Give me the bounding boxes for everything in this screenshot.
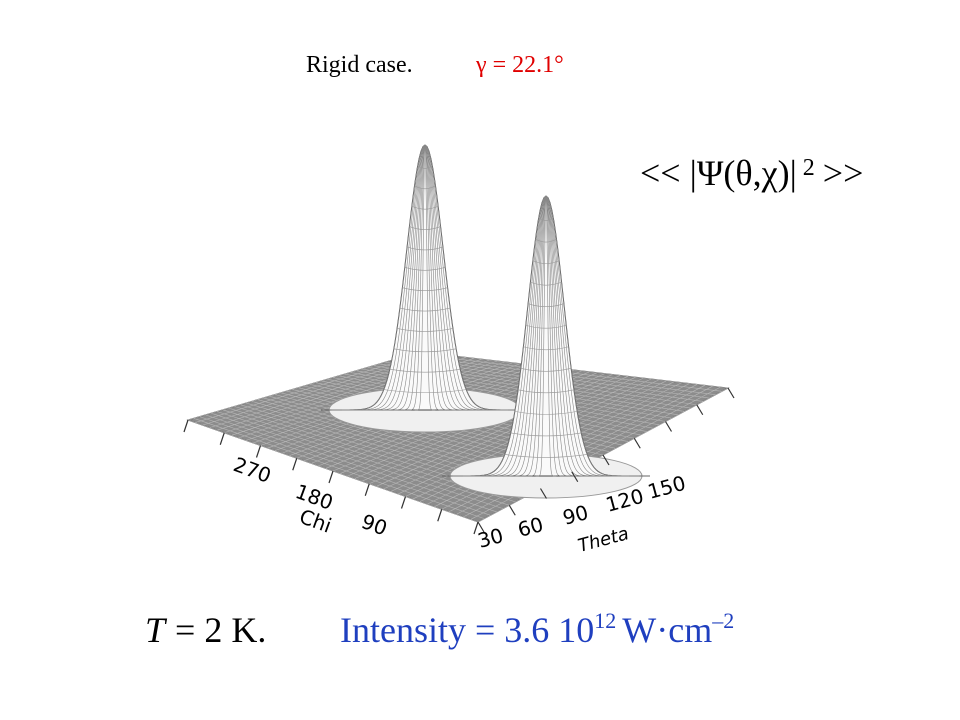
peak-mesh bbox=[510, 432, 582, 437]
tick-mark bbox=[400, 496, 407, 509]
tick-mark bbox=[727, 387, 735, 399]
quantity-suffix: >> bbox=[823, 153, 864, 193]
intensity-exponent: 12 bbox=[594, 608, 616, 633]
peak-mesh bbox=[514, 411, 578, 415]
peak-mesh bbox=[406, 246, 444, 251]
theta-tick-label: 60 bbox=[515, 512, 546, 542]
peak-mesh bbox=[518, 389, 574, 394]
peak-mesh bbox=[321, 144, 529, 411]
peak-mesh bbox=[414, 185, 436, 190]
tick-mark bbox=[664, 421, 673, 432]
tick-mark bbox=[508, 504, 516, 516]
mesh-line bbox=[470, 386, 721, 520]
intensity: Intensity = 3.6 1012 W·cm–2 bbox=[340, 608, 734, 650]
theta-axis-label: Theta bbox=[576, 523, 631, 557]
peak-mesh bbox=[397, 328, 453, 332]
theta-tick-label: 90 bbox=[560, 500, 591, 530]
peak-mesh bbox=[530, 281, 562, 286]
peak-mesh bbox=[532, 260, 560, 264]
tick-mark bbox=[219, 432, 225, 445]
chi-tick-label: 270 bbox=[230, 452, 274, 488]
tick-mark bbox=[473, 521, 479, 535]
peak-mesh bbox=[393, 348, 457, 353]
tick-mark bbox=[602, 454, 610, 466]
tick-mark bbox=[633, 437, 641, 449]
temperature-value: = 2 K. bbox=[175, 610, 266, 650]
peak-mesh bbox=[523, 346, 569, 351]
quantity-prefix: << |Ψ(θ,χ)| bbox=[640, 153, 797, 193]
peak-mesh bbox=[504, 454, 588, 458]
tick-mark bbox=[255, 445, 262, 458]
peak-mesh bbox=[535, 238, 557, 243]
peak-mesh bbox=[411, 205, 439, 210]
theta-tick-label: 30 bbox=[475, 523, 506, 553]
quantity-exponent: 2 bbox=[803, 155, 815, 181]
peak-mesh bbox=[402, 287, 448, 291]
tick-mark bbox=[571, 471, 579, 483]
mesh-line bbox=[383, 376, 629, 490]
parameter: γ = 22.1° bbox=[475, 52, 564, 78]
theta-tick-label: 150 bbox=[645, 471, 688, 504]
temperature: T = 2 K. bbox=[145, 610, 266, 650]
tick-mark bbox=[539, 488, 548, 499]
tick-mark bbox=[328, 470, 334, 484]
mesh-line bbox=[419, 351, 729, 389]
tick-mark bbox=[364, 483, 370, 496]
intensity-text: Intensity = 3.6 10 bbox=[340, 610, 594, 650]
tick-mark bbox=[696, 404, 704, 416]
mesh-line bbox=[376, 375, 621, 487]
peak-mesh bbox=[520, 368, 572, 372]
peak-mesh bbox=[404, 267, 446, 271]
tick-mark bbox=[183, 419, 189, 433]
peak-mesh bbox=[417, 165, 433, 169]
quantity-label: << |Ψ(θ,χ)| 2 >> bbox=[640, 153, 863, 193]
peak-mesh bbox=[389, 368, 461, 373]
peak-mesh bbox=[527, 303, 565, 307]
peak-mesh bbox=[538, 217, 554, 221]
intensity-unit: W·cm bbox=[622, 610, 712, 650]
peak-mesh bbox=[383, 389, 467, 393]
tick-mark bbox=[292, 458, 298, 471]
peak-mesh bbox=[442, 195, 650, 477]
peak-mesh bbox=[525, 324, 567, 329]
tick-mark bbox=[437, 509, 443, 522]
peak-mesh bbox=[399, 307, 451, 312]
chi-tick-label: 90 bbox=[358, 509, 390, 540]
intensity-unit-exponent: –2 bbox=[711, 608, 734, 633]
caption: Rigid case. bbox=[306, 52, 413, 78]
tick-mark bbox=[477, 521, 485, 533]
temperature-symbol: T bbox=[145, 610, 168, 650]
peak-mesh bbox=[409, 226, 441, 230]
